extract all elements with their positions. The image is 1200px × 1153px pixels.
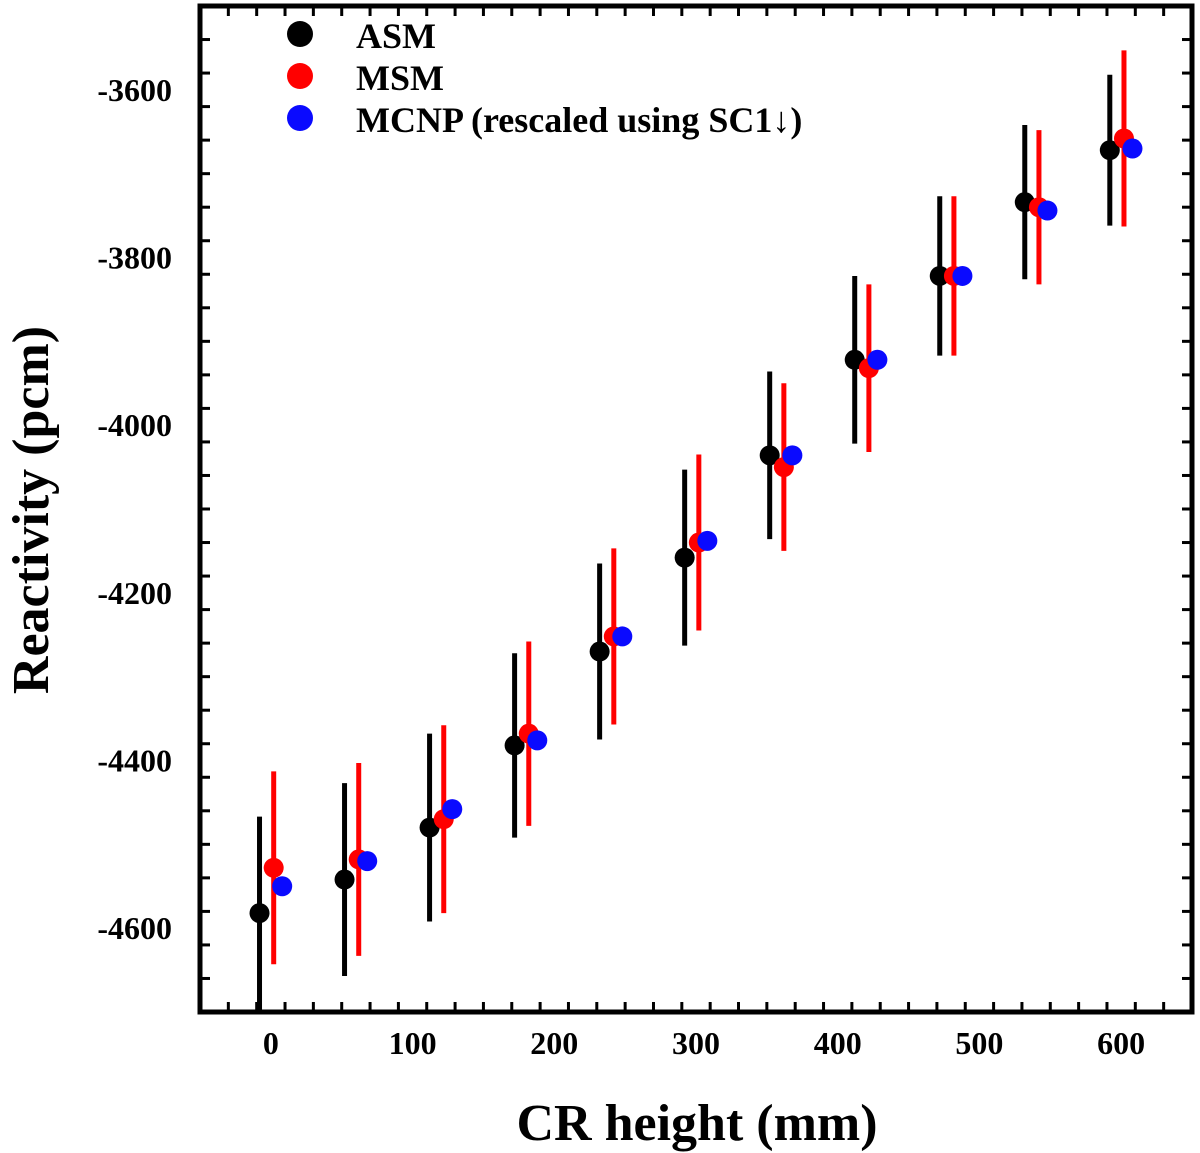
legend-label-asm: ASM [356,16,436,56]
x-axis-label: CR height (mm) [516,1095,877,1152]
data-point-series-2 [867,349,888,370]
axis-ticks [198,4,1194,1014]
data-point-series-2 [1122,138,1143,159]
y-tick-label: -3800 [97,240,172,276]
legend-marker-msm [287,63,313,89]
data-point-series-0 [334,869,355,890]
data-point-series-0 [929,265,950,286]
data-point-series-0 [589,641,610,662]
y-tick-label: -4600 [97,910,172,946]
data-point-series-2 [357,851,378,872]
data-point-series-2 [527,730,548,751]
data-point-series-2 [1037,200,1058,221]
x-tick-label: 600 [1097,1025,1145,1061]
data-point-series-2 [952,265,973,286]
y-tick-label: -4000 [97,407,172,443]
y-tick-label: -4200 [97,575,172,611]
legend-marker-asm [287,21,313,47]
data-point-series-0 [504,735,525,756]
legend-label-mcnp: MCNP (rescaled using SC1↓) [356,100,802,140]
data-point-series-0 [1099,140,1120,161]
y-tick-label: -3600 [97,72,172,108]
data-point-series-2 [782,445,803,466]
y-tick-label: -4400 [97,743,172,779]
data-points [249,50,1143,1010]
x-tick-label: 300 [672,1025,720,1061]
x-tick-label: 500 [955,1025,1003,1061]
y-axis-label: Reactivity (pcm) [3,326,60,694]
x-tick-label: 100 [389,1025,437,1061]
legend-marker-mcnp [287,105,313,131]
x-tick-label: 0 [263,1025,279,1061]
x-tick-label: 200 [530,1025,578,1061]
data-point-series-0 [249,903,270,924]
legend-label-msm: MSM [356,58,444,98]
data-point-series-0 [759,445,780,466]
legend: ASM MSM MCNP (rescaled using SC1↓) [287,16,802,140]
plot-frame [197,3,1195,1015]
axis-tick-labels: 0 100 200 300 400 500 600 -4600 -4400 -4200 -4000 -… [97,72,1145,1061]
x-tick-label: 400 [814,1025,862,1061]
data-point-series-2 [612,626,633,647]
data-point-series-1 [263,857,284,878]
data-point-series-2 [442,799,463,820]
data-point-series-2 [272,876,293,897]
data-point-series-2 [697,530,718,551]
data-point-series-0 [674,547,695,568]
